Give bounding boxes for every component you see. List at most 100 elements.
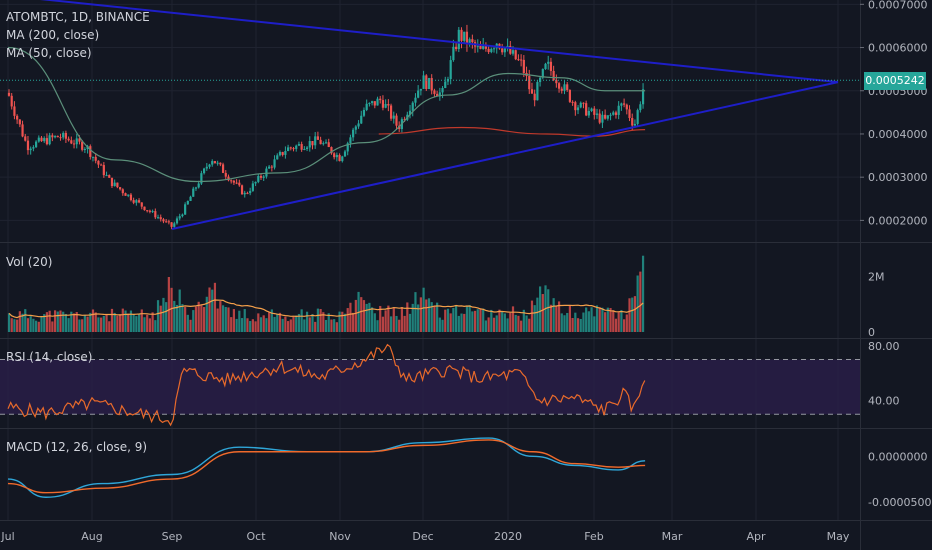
candle-down bbox=[100, 164, 103, 166]
candle-up bbox=[53, 135, 57, 138]
volume-bar bbox=[78, 319, 81, 332]
volume-bar bbox=[506, 318, 509, 332]
candle-up bbox=[579, 102, 582, 108]
volume-bar bbox=[227, 307, 230, 332]
candle-up bbox=[601, 114, 604, 123]
volume-bar bbox=[582, 312, 585, 332]
candle-up bbox=[135, 200, 138, 203]
volume-bar bbox=[411, 303, 414, 332]
volume-bar bbox=[143, 317, 146, 332]
volume-bar bbox=[137, 314, 141, 332]
candle-up bbox=[536, 82, 539, 101]
volume-bar bbox=[59, 310, 62, 332]
volume-bar bbox=[522, 309, 525, 332]
volume-bar bbox=[205, 296, 208, 332]
candle-down bbox=[425, 75, 428, 90]
volume-bar bbox=[102, 315, 105, 332]
volume-bar bbox=[32, 318, 35, 332]
volume-bar bbox=[631, 297, 634, 332]
volume-bar bbox=[75, 312, 78, 332]
volume-bar bbox=[221, 305, 225, 332]
volume-bar bbox=[598, 307, 601, 332]
candle-up bbox=[362, 109, 366, 116]
volume-bar bbox=[381, 316, 385, 332]
volume-axis-label: 0 bbox=[868, 326, 875, 339]
volume-bar bbox=[333, 319, 336, 332]
volume-bar bbox=[243, 309, 246, 332]
volume-bar bbox=[457, 315, 460, 332]
candle-down bbox=[604, 114, 607, 119]
volume-bar bbox=[454, 305, 458, 332]
volume-bar bbox=[389, 316, 393, 332]
volume-legend: Vol (20) bbox=[6, 255, 53, 269]
candle-up bbox=[273, 159, 276, 168]
candle-up bbox=[105, 175, 108, 177]
candle-down bbox=[522, 59, 525, 74]
volume-bar bbox=[257, 313, 260, 332]
candle-down bbox=[614, 112, 618, 115]
volume-bar bbox=[284, 316, 287, 332]
volume-bar bbox=[289, 319, 292, 332]
volume-bar bbox=[503, 313, 506, 332]
volume-bar bbox=[311, 314, 314, 332]
candle-up bbox=[295, 145, 298, 149]
volume-bar bbox=[541, 294, 544, 332]
volume-bar bbox=[327, 313, 330, 332]
candle-down bbox=[555, 80, 558, 84]
volume-bar bbox=[200, 305, 203, 332]
candle-down bbox=[64, 132, 68, 139]
volume-bar bbox=[468, 305, 471, 332]
candle-down bbox=[292, 148, 295, 150]
candle-down bbox=[574, 102, 577, 111]
candle-down bbox=[330, 147, 333, 154]
volume-bar bbox=[286, 321, 290, 332]
candle-up bbox=[376, 98, 379, 106]
volume-bar bbox=[316, 308, 320, 332]
time-axis-label: Nov bbox=[329, 530, 351, 543]
candle-down bbox=[110, 177, 114, 187]
time-axis-label: Jul bbox=[0, 530, 14, 543]
trendline-upper bbox=[39, 0, 839, 84]
volume-bar bbox=[368, 302, 371, 332]
volume-bar bbox=[181, 304, 184, 332]
volume-bar bbox=[249, 321, 252, 332]
volume-bar bbox=[422, 287, 425, 332]
candle-down bbox=[433, 90, 436, 94]
volume-bar bbox=[614, 318, 618, 332]
candle-down bbox=[582, 102, 585, 104]
volume-bar bbox=[335, 322, 338, 332]
rsi-legend: RSI (14, close) bbox=[6, 350, 93, 364]
volume-bar bbox=[492, 317, 496, 332]
candle-up bbox=[305, 147, 309, 150]
volume-bar bbox=[376, 320, 379, 332]
volume-bar bbox=[417, 304, 420, 332]
volume-bar bbox=[400, 307, 404, 332]
candle-down bbox=[395, 115, 398, 126]
volume-bar bbox=[194, 306, 198, 332]
volume-bar bbox=[146, 314, 149, 332]
volume-bar bbox=[595, 305, 599, 332]
volume-bar bbox=[427, 298, 431, 332]
candle-down bbox=[16, 115, 19, 120]
candle-down bbox=[270, 166, 273, 168]
volume-bar bbox=[628, 298, 631, 332]
volume-bar bbox=[517, 315, 520, 332]
candle-down bbox=[81, 141, 84, 150]
candle-down bbox=[259, 176, 263, 178]
candle-up bbox=[370, 101, 374, 103]
volume-bar bbox=[395, 315, 398, 332]
volume-bar bbox=[414, 292, 417, 332]
candle-down bbox=[338, 154, 341, 162]
candle-up bbox=[346, 143, 349, 152]
candle-down bbox=[281, 152, 284, 155]
volume-bar bbox=[34, 320, 38, 332]
candle-down bbox=[230, 180, 233, 182]
candle-down bbox=[373, 101, 376, 106]
candle-up bbox=[639, 104, 642, 111]
candle-up bbox=[173, 223, 176, 227]
volume-bar bbox=[216, 308, 219, 332]
volume-bar bbox=[498, 309, 501, 332]
candle-up bbox=[360, 115, 363, 124]
candle-up bbox=[322, 143, 325, 145]
